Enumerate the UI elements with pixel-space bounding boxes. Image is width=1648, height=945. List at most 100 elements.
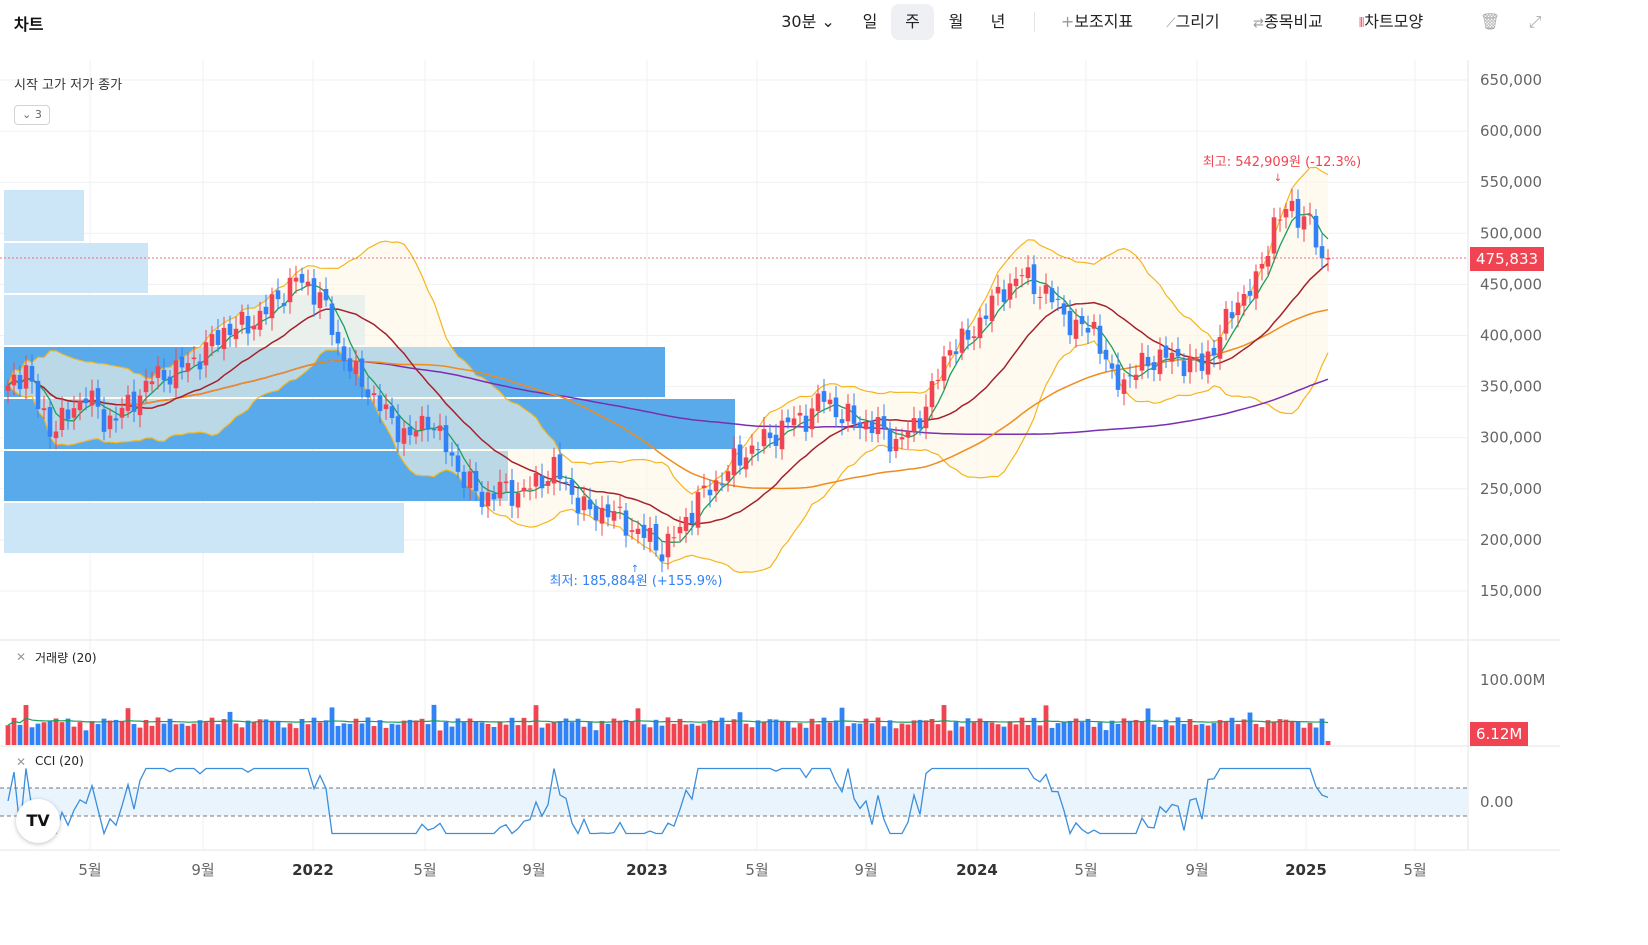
candle-body — [449, 452, 455, 456]
volume-bar — [815, 724, 821, 745]
volume-bar — [659, 725, 665, 745]
volume-bar — [1205, 725, 1211, 745]
candle-body — [59, 407, 65, 431]
volume-bar — [425, 724, 431, 745]
fullscreen-icon[interactable]: ⤢ — [1528, 12, 1542, 31]
candle-body — [107, 415, 113, 430]
candle-body — [719, 484, 725, 486]
candle-body — [269, 294, 275, 319]
candle-body — [1043, 284, 1049, 294]
candle-body — [821, 391, 827, 402]
volume-bar — [701, 723, 707, 745]
volume-bar — [107, 720, 113, 745]
candle-body — [383, 404, 389, 410]
legend-collapse-button[interactable]: ⌄ 3 — [14, 105, 50, 125]
candle-body — [1241, 294, 1247, 306]
draw-button[interactable]: ⟋그리기 — [1160, 4, 1226, 40]
volume-bar — [1271, 721, 1277, 745]
close-icon[interactable]: ✕ — [16, 755, 27, 769]
volume-bar — [983, 721, 989, 745]
time-tick-label: 9월 — [191, 861, 214, 879]
time-tick-label: 9월 — [854, 861, 877, 879]
time-tick-label: 2025 — [1285, 861, 1327, 879]
volume-bar — [845, 726, 851, 745]
volume-bar — [215, 724, 221, 745]
cci-tick-label: 0.00 — [1480, 793, 1513, 811]
volume-pane-label: 거래량 (20) — [35, 651, 97, 665]
candle-body — [767, 432, 773, 439]
indicator-button[interactable]: +보조지표 — [1055, 4, 1139, 40]
cci-band — [0, 788, 1468, 816]
volume-bar — [629, 721, 635, 745]
candle-body — [587, 499, 593, 510]
volume-bar — [917, 719, 923, 745]
interval-dropdown[interactable]: 30분 ⌄ — [776, 4, 840, 40]
volume-bar — [437, 730, 443, 745]
volume-bar — [557, 721, 563, 745]
candle-body — [1127, 375, 1133, 377]
volume-bar — [419, 718, 425, 745]
volume-bar — [383, 727, 389, 745]
candle-body — [203, 342, 209, 366]
candle-body — [683, 517, 689, 532]
volume-bar — [1163, 719, 1169, 745]
time-tick-label: 9월 — [522, 861, 545, 879]
candle-body — [545, 481, 551, 486]
candle-body — [989, 295, 995, 321]
trash-icon[interactable]: 🗑 — [1480, 12, 1501, 31]
close-icon[interactable]: ✕ — [16, 650, 27, 664]
candle-body — [47, 407, 53, 437]
candle-body — [563, 481, 569, 483]
candle-body — [965, 330, 971, 340]
volume-bar — [563, 718, 569, 745]
candle-body — [1037, 296, 1043, 298]
candle-body — [167, 376, 173, 385]
candle-body — [233, 328, 239, 340]
candle-body — [161, 369, 167, 381]
volume-bar — [959, 726, 965, 745]
volume-bar — [179, 723, 185, 745]
candle-body — [509, 480, 515, 506]
candle-body — [911, 418, 917, 432]
candle-body — [293, 277, 299, 282]
time-tick-label: 2024 — [956, 861, 998, 879]
candle-body — [737, 444, 743, 466]
period-tab-year[interactable]: 년 — [990, 12, 1006, 31]
time-tick-label: 5월 — [1074, 861, 1097, 879]
candle-body — [773, 434, 779, 446]
grid-lines — [0, 60, 1560, 851]
compare-button[interactable]: ⇄종목비교 — [1248, 4, 1328, 40]
candle-body — [455, 455, 461, 472]
period-tab-month[interactable]: 월 — [948, 12, 964, 31]
volume-bar — [1313, 727, 1319, 745]
volume-bar — [113, 719, 119, 745]
pencil-icon: ⟋ — [1166, 16, 1176, 31]
volume-bar — [653, 719, 659, 745]
chart-style-button[interactable]: ⫴차트모양 — [1351, 4, 1431, 40]
volume-bar — [827, 722, 833, 745]
volume-bar — [773, 719, 779, 745]
volume-bar — [407, 719, 413, 745]
candle-body — [629, 530, 635, 532]
candle-body — [1133, 374, 1139, 381]
volume-bar — [761, 721, 767, 745]
tradingview-logo[interactable]: TV — [16, 799, 60, 843]
volume-bar — [833, 720, 839, 745]
candle-body — [1103, 349, 1109, 360]
candle-body — [953, 351, 959, 355]
period-tab-week[interactable]: 주 — [891, 4, 934, 40]
volume-bar — [971, 722, 977, 745]
period-tab-day[interactable]: 일 — [862, 12, 878, 31]
candle-body — [1073, 319, 1079, 339]
candle-body — [635, 528, 641, 535]
candle-body — [1295, 198, 1301, 228]
volume-bar — [899, 723, 905, 745]
candle-icon: ⫴ — [1358, 16, 1365, 31]
volume-bar — [941, 705, 947, 745]
volume-bar — [353, 718, 359, 745]
candle-body — [1229, 312, 1235, 319]
candle-body — [77, 400, 83, 411]
volume-bar — [779, 721, 785, 745]
candle-body — [695, 492, 701, 528]
